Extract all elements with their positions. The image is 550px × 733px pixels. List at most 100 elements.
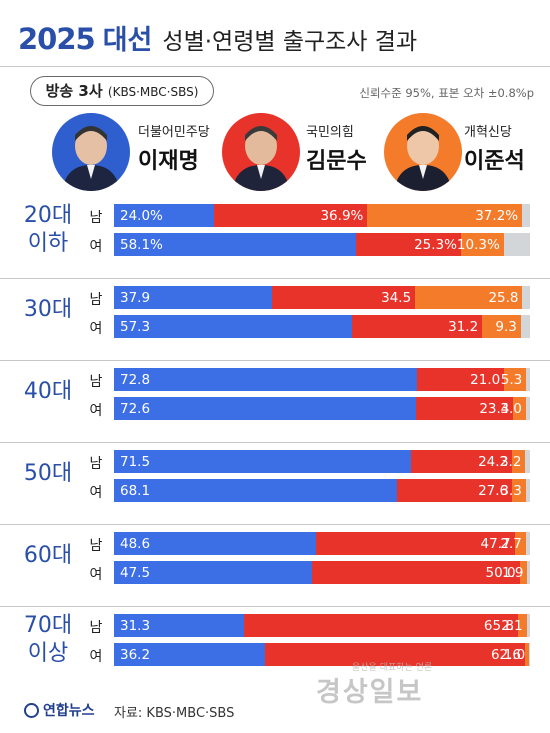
data-label: 2.1: [501, 618, 523, 634]
data-label: 62.6: [490, 647, 522, 663]
page-title: 2025 대선 성별·연령별 출구조사 결과: [18, 18, 417, 58]
age-group-text: 이하: [27, 231, 69, 256]
bar-segment-이준석: [525, 643, 530, 666]
gender-label: 남: [89, 210, 103, 226]
gender-label: 여: [89, 567, 103, 583]
section-divider: [0, 606, 550, 607]
bar-segment-이준석: [460, 233, 504, 256]
data-label: 68.1: [120, 483, 151, 499]
data-label: 5.3: [500, 372, 523, 388]
data-label: 24.0%: [120, 208, 163, 224]
data-label: 58.1%: [120, 237, 163, 253]
data-label: 1.9: [502, 565, 524, 581]
candidate-name: 이준석: [464, 149, 525, 174]
bar-segment-이준석: [367, 204, 523, 227]
age-group-text: 40대: [23, 379, 73, 404]
age-group-label: 30대: [8, 296, 88, 324]
gender-label: 여: [89, 649, 103, 665]
bar-segment-김문수: [213, 204, 368, 227]
data-label: 48.6: [120, 536, 151, 552]
gender-label: 여: [89, 403, 103, 419]
bar-segment-이준석: [512, 479, 526, 502]
watermark-tagline: 울산을 대표하는 언론: [352, 663, 433, 673]
bar-segment-김문수: [271, 286, 416, 309]
candidate-lee-jaemyung: 더불어민주당 이재명: [52, 113, 212, 195]
gender-label: 남: [89, 374, 103, 390]
yonhap-logo-icon: [24, 703, 39, 718]
bar-segment-이재명: [114, 286, 272, 309]
section-divider: [0, 360, 550, 361]
data-label: 27.6: [478, 483, 509, 499]
section-divider: [0, 524, 550, 525]
data-label: 31.3: [120, 618, 151, 634]
candidate-photo: [222, 113, 300, 191]
candidate-name: 김문수: [306, 149, 367, 174]
bar-segment-김문수: [316, 532, 515, 555]
data-label: 65.8: [483, 618, 514, 634]
broadcaster-sub: (KBS·MBC·SBS): [107, 85, 199, 99]
bar-segment-이재명: [114, 561, 312, 584]
bar-segment-이재명: [114, 233, 356, 256]
bar-segment-김문수: [416, 397, 514, 420]
data-label: 25.8: [488, 290, 519, 306]
agency-name: 연합뉴스: [43, 703, 95, 719]
candidate-party: 개혁신당: [464, 125, 512, 140]
data-label: 1.0: [503, 647, 526, 663]
bar-segment-이재명: [114, 397, 417, 420]
candidate-photo: [52, 113, 130, 191]
section-divider: [0, 442, 550, 443]
bar-segment-김문수: [355, 233, 461, 256]
data-label: 21.0: [470, 372, 501, 388]
data-label: 2.7: [500, 536, 522, 552]
bar-segment-이재명: [114, 614, 245, 637]
age-group-text: 이상: [27, 641, 69, 666]
data-label: 72.8: [120, 372, 151, 388]
data-label: 3.3: [500, 483, 522, 499]
bar-segment-김문수: [397, 479, 513, 502]
title-subtitle: 성별·연령별 출구조사 결과: [162, 29, 418, 55]
gender-label: 남: [89, 620, 103, 636]
bar-segment-이재명: [114, 204, 214, 227]
data-label: 23.4: [479, 401, 510, 417]
age-group-text: 70대: [23, 613, 73, 638]
bar-segment-이준석: [415, 286, 523, 309]
candidate-lee-junseok: 개혁신당 이준석: [384, 113, 534, 195]
data-label: 47.7: [480, 536, 511, 552]
data-label: 36.2: [120, 647, 151, 663]
data-label: 24.2: [478, 454, 509, 470]
gender-label: 여: [89, 321, 103, 337]
gender-label: 남: [89, 292, 103, 308]
age-group-text: 30대: [23, 297, 73, 322]
age-group-text: 50대: [23, 461, 73, 486]
bar-segment-이재명: [114, 532, 317, 555]
data-label: 9.3: [495, 319, 517, 335]
bar-segment-김문수: [244, 614, 518, 637]
gender-label: 남: [89, 456, 103, 472]
gender-label: 여: [89, 239, 103, 255]
bar-segment-이준석: [512, 450, 526, 473]
candidate-photo: [384, 113, 462, 191]
bar-segment-김문수: [416, 368, 505, 391]
age-group-text: 20대: [23, 203, 73, 228]
data-label: 72.6: [120, 401, 151, 417]
bar-segment-이준석: [513, 397, 526, 420]
data-label: 31.2: [448, 319, 479, 335]
age-group-label: 40대: [8, 378, 88, 406]
watermark-title: 경상일보: [316, 677, 424, 708]
section-divider: [0, 278, 550, 279]
bar-segment-이재명: [114, 479, 398, 502]
bar-segment-이재명: [114, 643, 265, 666]
candidate-kim-moonsoo: 국민의힘 김문수: [222, 113, 372, 195]
bar-segment-김문수: [352, 315, 483, 338]
data-label: 25.3%: [414, 237, 457, 253]
candidate-party: 더불어민주당: [138, 125, 210, 140]
bar-segment-이준석: [482, 315, 521, 338]
data-label: 36.9%: [320, 208, 364, 224]
bar-segment-이준석: [519, 561, 528, 584]
bar-segment-이재명: [114, 450, 412, 473]
title-event: 대선: [102, 25, 153, 56]
yonhap-logo: 연합뉴스: [24, 700, 95, 720]
